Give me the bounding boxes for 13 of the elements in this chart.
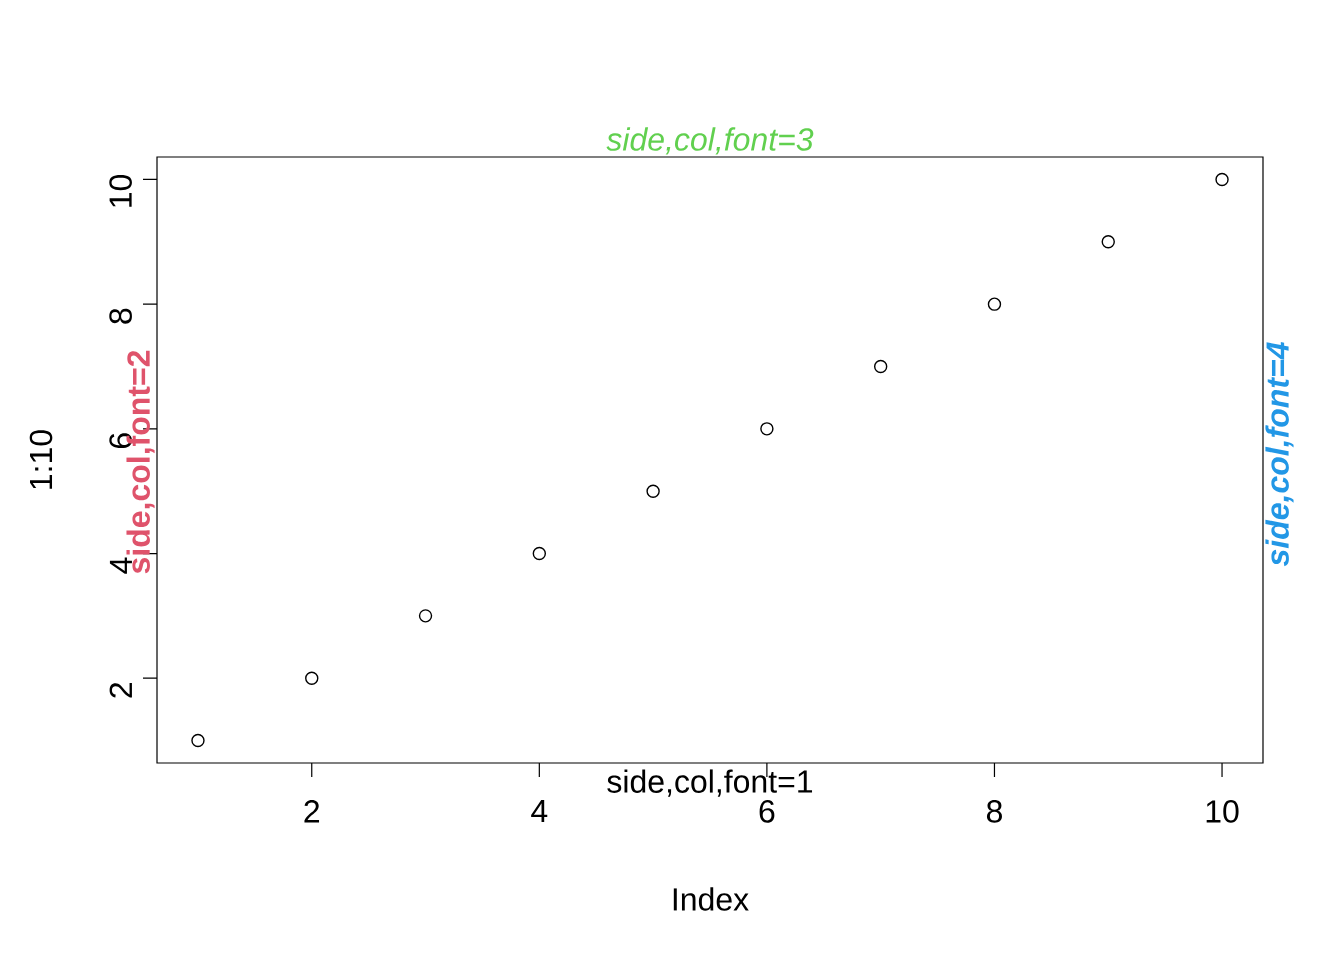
y-tick-label: 8 <box>109 308 132 324</box>
x-axis-title: Index <box>673 887 749 911</box>
x-tick-label: 6 <box>759 800 775 823</box>
y-tick-label: 2 <box>109 682 132 698</box>
y-axis-title: 1:10 <box>29 430 53 489</box>
text: side,col,font=3 <box>606 127 814 155</box>
x-tick-label: 4 <box>531 800 548 823</box>
x-tick-label: 8 <box>986 800 1002 823</box>
text: side,col,font=4 <box>1265 342 1294 567</box>
text: side,col,font=1 <box>607 769 813 797</box>
x-tick-label: 10 <box>1206 800 1239 823</box>
x-tick-label: 2 <box>304 800 320 823</box>
y-tick-label: 10 <box>109 174 132 207</box>
